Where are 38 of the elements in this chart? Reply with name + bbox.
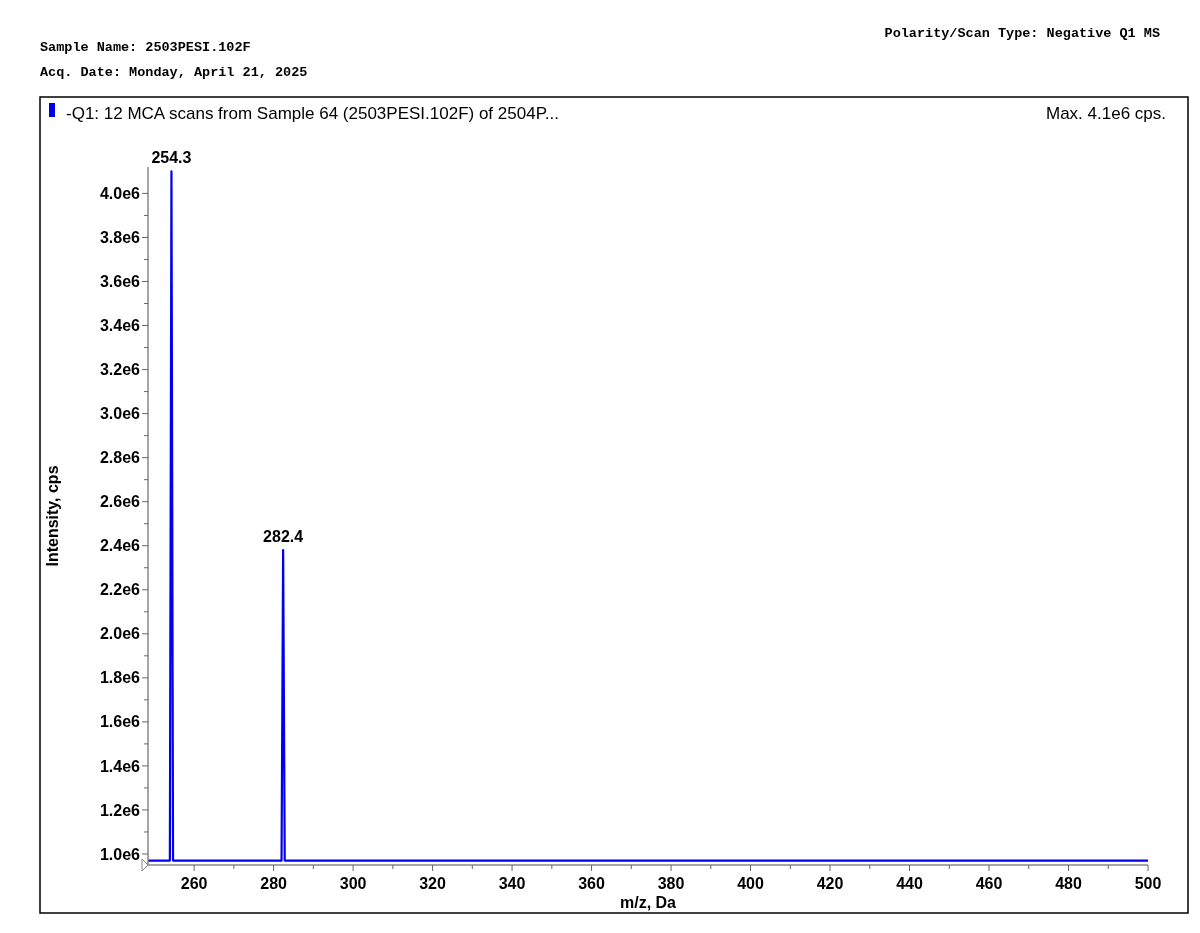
chart-subtitle: Max. 4.1e6 cps. <box>1045 104 1166 123</box>
y-tick-label: 2.6e6 <box>99 493 141 511</box>
x-tick-label: 280 <box>260 875 288 892</box>
y-tick-label: 2.4e6 <box>99 537 141 555</box>
text: Polarity/Scan Type: Negative Q1 MS <box>884 26 1160 41</box>
y-tick-label: 3.4e6 <box>99 317 141 335</box>
y-tick-label: 1.2e6 <box>99 801 141 819</box>
y-tick-label: 1.4e6 <box>99 757 141 775</box>
y-tick-label: 3.2e6 <box>99 361 141 379</box>
y-tick-label: 1.6e6 <box>99 713 141 731</box>
y-tick-label: 3.8e6 <box>99 229 141 247</box>
y-tick-label: 1.8e6 <box>99 669 141 687</box>
x-tick-label: 460 <box>975 875 1003 892</box>
x-tick-label: 380 <box>657 875 685 892</box>
y-tick-label: 3.0e6 <box>99 405 141 423</box>
chart-title: -Q1: 12 MCA scans from Sample 64 (2503PESI.102F) of 2504P... <box>66 104 559 123</box>
annotation: 282.4 <box>263 528 304 546</box>
x-tick-label: 300 <box>339 875 367 892</box>
x-tick-label: 360 <box>578 875 606 892</box>
x-tick-label: 420 <box>816 875 844 892</box>
annotation: 254.3 <box>151 149 192 167</box>
text: Acq. Date: Monday, April 21, 2025 <box>40 65 308 80</box>
x-tick-label: 400 <box>737 875 764 892</box>
x-tick-label: 440 <box>896 875 923 892</box>
x-axis-title: m/z, Da <box>619 894 677 911</box>
y-tick-label: 2.8e6 <box>99 449 141 467</box>
x-tick-label: 480 <box>1055 875 1082 892</box>
y-tick-label: 2.0e6 <box>99 625 141 643</box>
y-tick-label: 4.0e6 <box>99 185 141 203</box>
x-tick-label: 500 <box>1134 875 1162 892</box>
x-tick-label: 260 <box>180 875 208 892</box>
y-tick-label: 3.6e6 <box>99 273 141 291</box>
y-tick-label: 1.0e6 <box>99 845 141 863</box>
x-tick-label: 320 <box>419 875 447 892</box>
text: Sample Name: 2503PESI.102F <box>40 40 251 55</box>
y-axis-title: Intensity, cps <box>44 465 61 567</box>
y-tick-label: 2.2e6 <box>99 581 141 599</box>
x-tick-label: 340 <box>498 875 526 892</box>
